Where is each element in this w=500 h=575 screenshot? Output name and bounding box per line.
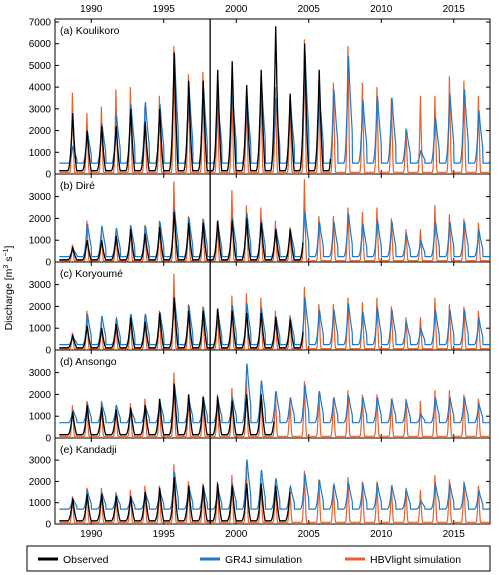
y-axis-label: Discharge [m3 s−1] (3, 246, 15, 331)
y-tick-label: 3000 (29, 280, 52, 291)
y-tick-label: 0 (45, 434, 51, 445)
y-tick-label: 2000 (29, 477, 52, 488)
x-tick-label: 2010 (370, 529, 393, 540)
x-tick-label: 1995 (153, 529, 176, 540)
panel-3: 0 1000 2000 3000 (c) Koryoumé (29, 261, 491, 357)
legend: Observed GR4J simulation HBVlight simulati… (26, 545, 491, 572)
y-tick-label: 5000 (29, 61, 52, 72)
y-tick-label: 3000 (29, 192, 52, 203)
y-tick-label: 2000 (29, 390, 52, 401)
y-tick-label: 1000 (29, 236, 52, 247)
x-tick-label: 2000 (225, 529, 248, 540)
y-axis-label-prefix: Discharge [m (3, 268, 15, 330)
x-tick-label: 1990 (80, 529, 103, 540)
panel-4: 0 1000 2000 3000 (d) Ansongo (29, 349, 491, 445)
y-axis-label-exp2: −1 (3, 248, 10, 256)
panel-label: (d) Ansongo (60, 356, 117, 368)
observed-line (59, 211, 304, 261)
panel-label: (c) Koryoumé (60, 268, 123, 280)
observed-line (59, 26, 332, 172)
panels-group: 0 1000 2000 3000 4000 5000 6000 7000 (a) Kouliko… (29, 18, 491, 531)
y-tick-label: 2000 (29, 214, 52, 225)
y-tick-label: 2000 (29, 126, 52, 137)
observed-line (59, 297, 304, 349)
gr4j-simulation-line (59, 51, 490, 164)
bottom-axis: 1990 1995 2000 2005 2010 2015 (80, 529, 465, 540)
legend-label-observed: Observed (63, 554, 109, 566)
x-tick-label-top: 2015 (443, 4, 466, 15)
y-axis-label-exp1: 3 (3, 265, 10, 269)
y-tick-label: 3000 (29, 104, 52, 115)
y-tick-label: 1000 (29, 324, 52, 335)
panel-frame (54, 349, 491, 439)
y-axis-label-mid: s (3, 256, 15, 264)
y-tick-label: 2000 (29, 302, 52, 313)
y-tick-label: 0 (45, 520, 51, 531)
y-tick-label: 0 (45, 170, 51, 181)
observed-line (59, 477, 291, 522)
panel-1: 0 1000 2000 3000 4000 5000 6000 7000 (a) Kouliko… (29, 18, 491, 181)
legend-frame (26, 545, 491, 572)
y-tick-label: 3000 (29, 368, 52, 379)
y-tick-label: 3000 (29, 456, 52, 467)
y-tick-label: 1000 (29, 412, 52, 423)
panel-2: 0 1000 2000 3000 (b) Diré (29, 173, 491, 269)
legend-label-hbv: HBVlight simulation (370, 554, 461, 566)
hbv-simulation-line (59, 179, 490, 262)
panel-frame (54, 437, 491, 525)
y-tick-label: 7000 (29, 18, 52, 29)
legend-label-gr4j: GR4J simulation (225, 554, 302, 566)
y-axis-label-suffix: ] (3, 246, 15, 249)
x-tick-label-top: 1995 (153, 4, 176, 15)
x-tick-label-top: 1990 (80, 4, 103, 15)
x-tick-label: 2005 (298, 529, 321, 540)
panel-label: (b) Diré (60, 180, 95, 192)
y-tick-label: 1000 (29, 498, 52, 509)
y-tick-label: 6000 (29, 39, 52, 50)
x-tick-label-top: 2000 (225, 4, 248, 15)
hbv-simulation-line (59, 273, 490, 350)
panel-label: (a) Koulikoro (60, 25, 120, 37)
x-tick-label-top: 2010 (370, 4, 393, 15)
panel-5: 0 1000 2000 3000 (e) Kandadji (29, 437, 491, 531)
x-tick-label: 2015 (443, 529, 466, 540)
y-tick-label: 0 (45, 346, 51, 357)
y-tick-label: 1000 (29, 148, 52, 159)
top-axis: 1990 1995 2000 2005 2010 2015 (80, 4, 465, 15)
x-tick-label-top: 2005 (298, 4, 321, 15)
y-tick-label: 4000 (29, 83, 52, 94)
panel-label: (e) Kandadji (60, 444, 117, 456)
observed-line (59, 383, 275, 436)
y-tick-label: 0 (45, 258, 51, 269)
